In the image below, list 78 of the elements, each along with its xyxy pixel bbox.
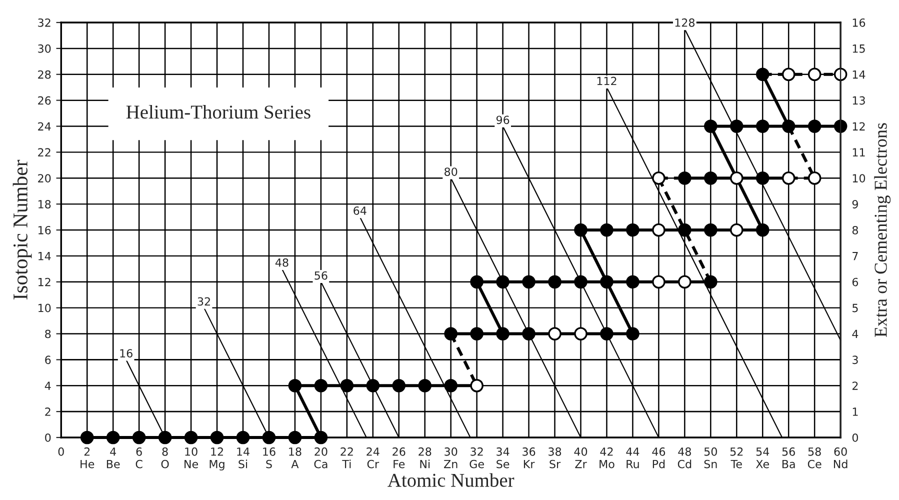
x-tick-label: 54 Xe: [756, 448, 770, 468]
y2-tick-label: 7: [852, 252, 858, 260]
text: Helium-Thorium Series: [126, 104, 310, 119]
x-tick-label: 10 Ne: [184, 447, 198, 468]
y-axis-title: Isotopic Number: [12, 160, 32, 300]
y-tick-label: 14: [38, 252, 51, 260]
y2-tick-label: 8: [852, 226, 858, 234]
y2-tick-label: 3: [852, 356, 858, 364]
x-tick-label: 16 S: [263, 447, 276, 468]
series-label: 64: [354, 206, 366, 215]
x-tick-label: 26 Fe: [392, 447, 406, 468]
y-tick-label: 20: [38, 174, 51, 183]
y-tick-label: 4: [44, 382, 51, 390]
x-tick-label: 46 Pd: [652, 447, 666, 468]
y2-tick-label: 16: [852, 18, 866, 27]
y2-tick-label: 5: [852, 304, 858, 312]
series-label: 48: [275, 258, 288, 267]
series-label: 80: [444, 168, 458, 176]
x-tick-label: 60 Nd: [834, 447, 848, 468]
x-tick-label: 36 Kr: [522, 447, 536, 468]
y2-tick-label: 0: [852, 433, 858, 442]
x-tick-label: 0: [58, 447, 64, 456]
x-tick-label: 22 Ti: [340, 447, 353, 468]
y2-axis-title: Extra or Cementing Electrons: [874, 123, 891, 338]
series-label: 16: [120, 349, 132, 358]
x-tick-label: 56 Ba: [782, 447, 795, 468]
y2-tick-label: 9: [852, 200, 858, 208]
y-tick-label: 32: [38, 18, 50, 27]
x-tick-label: 6 C: [136, 447, 142, 468]
y-tick-label: 30: [38, 44, 51, 53]
y-tick-label: 2: [45, 408, 50, 416]
x-tick-label: 4 Be: [106, 448, 120, 468]
x-tick-label: 44 Ru: [626, 448, 640, 468]
series-label: 128: [675, 18, 695, 27]
series-label: 32: [198, 297, 210, 306]
y-tick-label: 28: [38, 70, 51, 79]
y-tick-label: 18: [38, 200, 51, 208]
x-tick-label: 42 Mo: [600, 447, 614, 468]
series-label: 56: [314, 271, 328, 280]
x-tick-label: 12 Mg: [210, 447, 224, 470]
x-tick-label: 40 Zr: [574, 447, 588, 468]
x-tick-label: 14 Si: [237, 448, 250, 468]
y2-tick-label: 6: [852, 278, 858, 286]
series-label: 112: [597, 76, 616, 86]
x-tick-label: 20 Ca: [314, 447, 328, 468]
x-tick-label: 34 Se: [496, 447, 510, 468]
x-tick-label: 24 Cr: [366, 447, 380, 468]
y2-tick-label: 4: [852, 330, 858, 338]
y-tick-label: 16: [38, 226, 51, 234]
x-axis-title: Atomic Number: [388, 473, 514, 487]
y2-tick-label: 12: [852, 122, 865, 130]
y-tick-label: 24: [38, 122, 51, 130]
y-tick-label: 6: [45, 356, 51, 364]
y2-tick-label: 11: [852, 148, 865, 156]
y-tick-label: 26: [38, 96, 51, 105]
y2-tick-label: 1: [852, 408, 858, 416]
x-tick-label: 18 A: [289, 447, 302, 468]
y-tick-label: 8: [45, 330, 51, 338]
x-tick-label: 2 He: [80, 447, 94, 468]
x-tick-label: 52 Te: [730, 447, 743, 468]
x-tick-label: 58 Ce: [808, 447, 822, 468]
x-tick-label: 48 Cd: [678, 447, 692, 468]
y-tick-label: 10: [38, 304, 51, 312]
y-tick-label: 22: [38, 148, 50, 156]
y2-tick-label: 2: [852, 382, 858, 390]
series-label: 96: [496, 116, 510, 124]
x-tick-label: 8 O: [161, 447, 169, 468]
y2-tick-label: 14: [852, 70, 866, 79]
y-tick-label: 0: [45, 433, 51, 442]
x-tick-label: 38 Sr: [548, 447, 562, 468]
x-tick-label: 32 Ge: [470, 447, 484, 468]
x-tick-label: 30 Zn: [444, 447, 458, 468]
y-tick-label: 12: [38, 278, 50, 286]
x-tick-label: 50 Sn: [704, 447, 717, 468]
y2-tick-label: 13: [852, 96, 865, 105]
y2-tick-label: 10: [852, 174, 866, 183]
x-tick-label: 28 Ni: [418, 447, 432, 468]
y2-tick-label: 15: [852, 44, 865, 53]
